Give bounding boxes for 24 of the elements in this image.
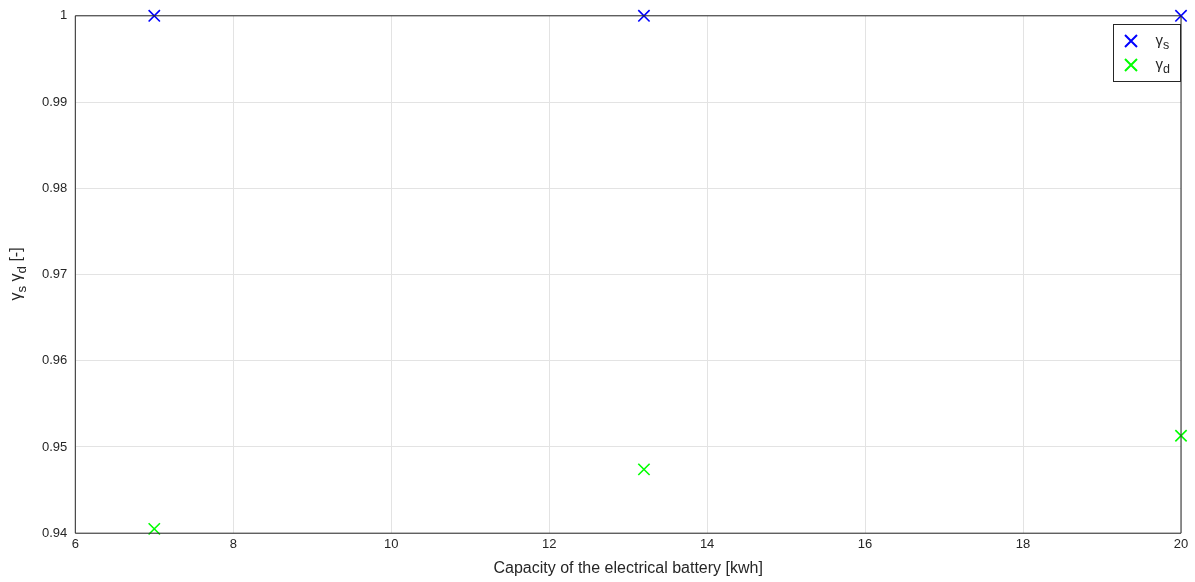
x-tick-label: 14 bbox=[699, 535, 715, 551]
x-tick-label: 12 bbox=[541, 535, 557, 551]
x-tick-label: 6 bbox=[71, 535, 79, 551]
point bbox=[1174, 9, 1188, 23]
point bbox=[637, 9, 651, 23]
x-tick-label: 20 bbox=[1173, 535, 1189, 551]
y-tick-label: 0.95 bbox=[41, 438, 68, 454]
x-tick-label: 10 bbox=[383, 535, 399, 551]
y-tick-label: 0.97 bbox=[41, 266, 68, 282]
point bbox=[1174, 429, 1188, 443]
x-tick-label: 8 bbox=[229, 535, 237, 551]
y-tick-label: 0.96 bbox=[41, 352, 68, 368]
y-tick-label: 0.98 bbox=[41, 179, 68, 195]
x-axis-title: Capacity of the electrical battery [kwh] bbox=[493, 558, 763, 576]
x-tick-label: 18 bbox=[1015, 535, 1031, 551]
point bbox=[147, 9, 161, 23]
point bbox=[147, 522, 161, 536]
y-tick-label: 1 bbox=[60, 7, 68, 23]
y-tick-label: 0.94 bbox=[41, 524, 68, 540]
x-tick-label: 16 bbox=[857, 535, 873, 551]
y-tick-label: 0.99 bbox=[41, 93, 68, 109]
point bbox=[637, 462, 651, 476]
legend-label: γ$_{s}$ bbox=[1155, 30, 1170, 52]
legend-label: γ$_{d}$ bbox=[1155, 54, 1170, 76]
